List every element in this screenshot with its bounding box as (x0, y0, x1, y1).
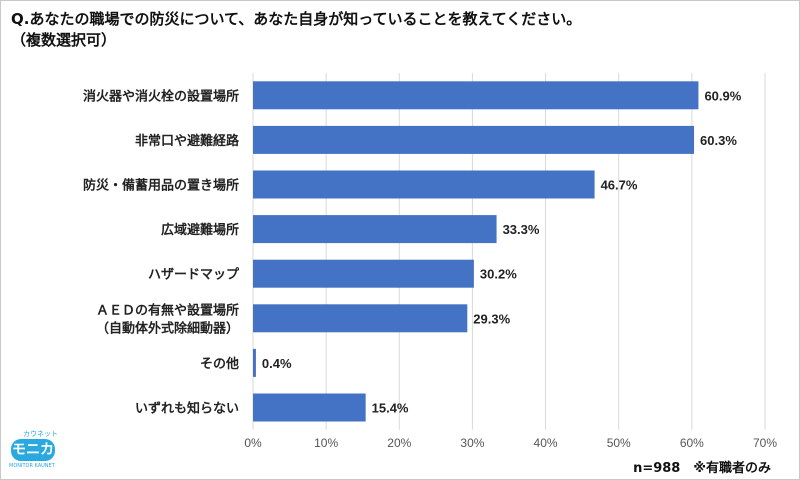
title-line-2: （複数選択可） (11, 31, 117, 49)
category-label: ハザードマップ (148, 268, 240, 283)
data-label: 60.9% (704, 88, 741, 103)
title-line-1: Q.あなたの職場での防災について、あなた自身が知っていることを教えてください。 (11, 10, 582, 28)
data-label: 0.4% (262, 356, 292, 371)
data-label: 60.3% (700, 133, 737, 148)
x-tick-label: 50% (607, 436, 631, 450)
logo-small-text: カウネット (23, 430, 58, 438)
category-label: その他 (200, 356, 239, 372)
data-label: 29.3% (473, 311, 510, 326)
sample-note: n=988 ※有職者のみ (633, 461, 771, 476)
monica-logo: カウネット モニカ MONITOR KAUNET (9, 429, 61, 471)
bar (253, 81, 699, 110)
x-tick-label: 60% (680, 436, 704, 450)
logo-main-text: モニカ (11, 439, 55, 461)
bar (253, 215, 497, 244)
x-tick-label: 70% (753, 436, 777, 450)
data-label: 33.3% (503, 222, 540, 237)
bar (253, 125, 695, 154)
data-label: 46.7% (601, 178, 638, 193)
data-label: 15.4% (372, 401, 409, 416)
bar (253, 170, 595, 199)
bar (253, 348, 256, 377)
category-label: 非常口や避難経路 (135, 133, 240, 149)
x-tick-label: 40% (534, 436, 558, 450)
category-label: 防災・備蓄用品の置き場所 (83, 178, 239, 194)
x-tick-label: 10% (314, 436, 338, 450)
x-tick-label: 0% (244, 436, 262, 450)
bar (253, 393, 366, 422)
category-label: （自動体外式除細動器） (96, 320, 239, 336)
chart-title: Q.あなたの職場での防災について、あなた自身が知っていることを教えてください。 … (11, 9, 581, 51)
bar (253, 259, 474, 288)
category-label: 消火器や消火栓の設置場所 (83, 88, 239, 104)
category-label: ＡＥＤの有無や設置場所 (96, 302, 239, 318)
x-tick-label: 20% (387, 436, 411, 450)
bar (253, 304, 468, 333)
category-label: いずれも知らない (135, 401, 239, 417)
x-tick-label: 30% (460, 436, 484, 450)
logo-sub-text: MONITOR KAUNET (9, 463, 55, 469)
category-label: 広域避難場所 (161, 222, 239, 238)
data-label: 30.2% (480, 267, 517, 282)
